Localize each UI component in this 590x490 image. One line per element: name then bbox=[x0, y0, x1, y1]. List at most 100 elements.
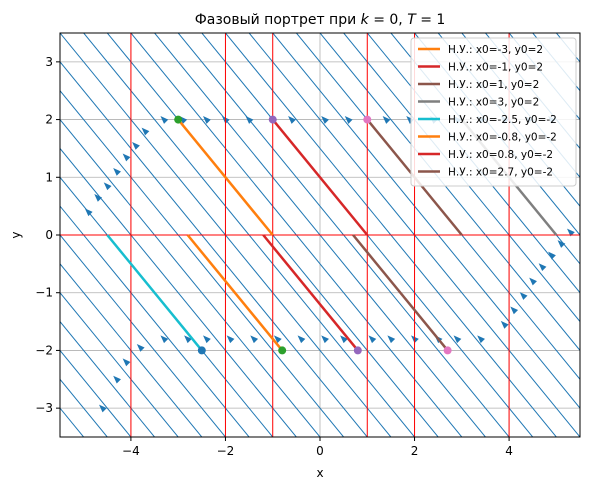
field-arrow bbox=[288, 116, 296, 124]
field-streamline bbox=[366, 33, 580, 294]
field-streamline bbox=[60, 321, 156, 437]
title-part: Фазовый портрет при bbox=[195, 12, 361, 28]
field-arrow bbox=[122, 153, 131, 162]
legend-entry: Н.У.: x0=-1, y0=2 bbox=[448, 62, 543, 74]
field-arrow bbox=[500, 320, 509, 329]
field-arrow bbox=[406, 116, 415, 124]
field-arrow bbox=[84, 208, 93, 217]
field-streamline bbox=[60, 61, 368, 437]
field-streamline bbox=[319, 33, 580, 351]
field-arrow bbox=[321, 335, 329, 344]
field-arrow bbox=[141, 127, 150, 136]
field-arrow bbox=[340, 335, 348, 344]
x-tick-label: −4 bbox=[122, 444, 140, 458]
trajectory-line bbox=[352, 234, 449, 352]
field-streamline bbox=[60, 33, 392, 437]
field-arrow bbox=[160, 335, 169, 344]
field-arrow bbox=[113, 167, 121, 176]
field-arrow bbox=[245, 116, 254, 124]
legend-entry: Н.У.: x0=0.8, y0=-2 bbox=[448, 149, 553, 161]
field-arrow bbox=[113, 375, 121, 384]
field-arrow bbox=[529, 277, 537, 286]
y-tick-label: 2 bbox=[45, 113, 53, 127]
field-streamline bbox=[106, 33, 439, 437]
y-tick-label: 1 bbox=[45, 170, 53, 184]
y-tick-label: −2 bbox=[35, 343, 53, 357]
trajectory-line bbox=[262, 234, 359, 352]
field-arrow bbox=[160, 116, 169, 124]
trajectory-line bbox=[186, 234, 284, 352]
field-arrow bbox=[567, 228, 575, 237]
field-arrow bbox=[250, 335, 259, 344]
field-arrow bbox=[297, 335, 306, 344]
field-streamline bbox=[60, 292, 179, 437]
field-arrow bbox=[519, 292, 528, 300]
y-tick-label: −1 bbox=[35, 286, 53, 300]
title-part: = 1 bbox=[416, 12, 446, 28]
field-arrow bbox=[548, 251, 556, 260]
x-tick-label: 0 bbox=[316, 444, 324, 458]
legend-box bbox=[410, 37, 577, 187]
initial-point-marker bbox=[268, 115, 277, 124]
trajectory-line bbox=[177, 118, 274, 236]
field-arrow bbox=[203, 335, 211, 344]
field-streamline bbox=[248, 33, 580, 437]
field-arrow bbox=[226, 335, 235, 344]
legend-entry: Н.У.: x0=1, y0=2 bbox=[448, 79, 539, 91]
field-streamline bbox=[60, 119, 321, 437]
legend-entry: Н.У.: x0=-2.5, y0=-2 bbox=[448, 114, 557, 126]
field-streamline bbox=[82, 33, 416, 437]
field-streamline bbox=[224, 33, 558, 437]
field-arrow bbox=[453, 335, 462, 344]
trajectories bbox=[106, 118, 558, 352]
legend-entry: Н.У.: x0=-0.8, y0=-2 bbox=[448, 132, 557, 144]
initial-points bbox=[174, 115, 452, 355]
field-arrow bbox=[387, 335, 396, 344]
initial-point-marker bbox=[443, 346, 452, 355]
axis-ticks: −4 −2 0 2 4 −3 −2 −1 0 1 2 3 bbox=[35, 55, 513, 458]
initial-point-marker bbox=[363, 115, 372, 124]
y-axis-label: y bbox=[9, 231, 23, 238]
field-streamline bbox=[295, 33, 580, 380]
x-tick-label: 4 bbox=[505, 444, 513, 458]
legend: Н.У.: x0=-3, y0=2 Н.У.: x0=-1, y0=2 Н.У.: … bbox=[410, 37, 577, 187]
x-tick-label: −2 bbox=[217, 444, 235, 458]
field-streamline bbox=[60, 263, 203, 437]
initial-point-marker bbox=[197, 346, 206, 355]
title-part: k bbox=[361, 12, 370, 28]
field-streamline bbox=[60, 90, 345, 437]
field-streamline bbox=[272, 33, 580, 409]
field-arrow bbox=[184, 335, 192, 344]
field-arrow bbox=[382, 116, 391, 124]
legend-entry: Н.У.: x0=2.7, y0=-2 bbox=[448, 167, 553, 179]
field-streamline bbox=[60, 234, 227, 437]
chart-title: Фазовый портрет при k = 0, T = 1 bbox=[195, 12, 446, 28]
legend-entry: Н.У.: x0=-3, y0=2 bbox=[448, 44, 543, 56]
field-arrow bbox=[203, 116, 211, 124]
title-part: = 0, bbox=[369, 12, 407, 28]
field-streamline bbox=[342, 33, 580, 322]
title-part: T bbox=[407, 12, 417, 28]
initial-point-marker bbox=[278, 346, 287, 355]
field-arrow bbox=[94, 193, 103, 202]
field-streamline bbox=[177, 33, 510, 437]
initial-point-marker bbox=[174, 115, 183, 124]
x-axis-label: x bbox=[316, 466, 323, 480]
field-streamline bbox=[130, 33, 463, 437]
field-arrow bbox=[103, 182, 112, 191]
trajectory-line bbox=[271, 118, 369, 236]
field-arrow bbox=[477, 335, 485, 344]
y-tick-label: 0 bbox=[45, 228, 53, 242]
y-tick-label: 3 bbox=[45, 55, 53, 69]
field-arrow bbox=[136, 344, 145, 352]
x-tick-label: 2 bbox=[411, 444, 419, 458]
field-arrow bbox=[122, 358, 131, 367]
field-arrow bbox=[321, 116, 329, 124]
trajectory-line bbox=[106, 234, 203, 352]
field-arrow bbox=[132, 142, 140, 150]
field-streamline bbox=[60, 148, 298, 437]
field-streamline bbox=[60, 205, 250, 437]
initial-point-marker bbox=[353, 346, 362, 355]
field-arrow bbox=[99, 404, 107, 413]
